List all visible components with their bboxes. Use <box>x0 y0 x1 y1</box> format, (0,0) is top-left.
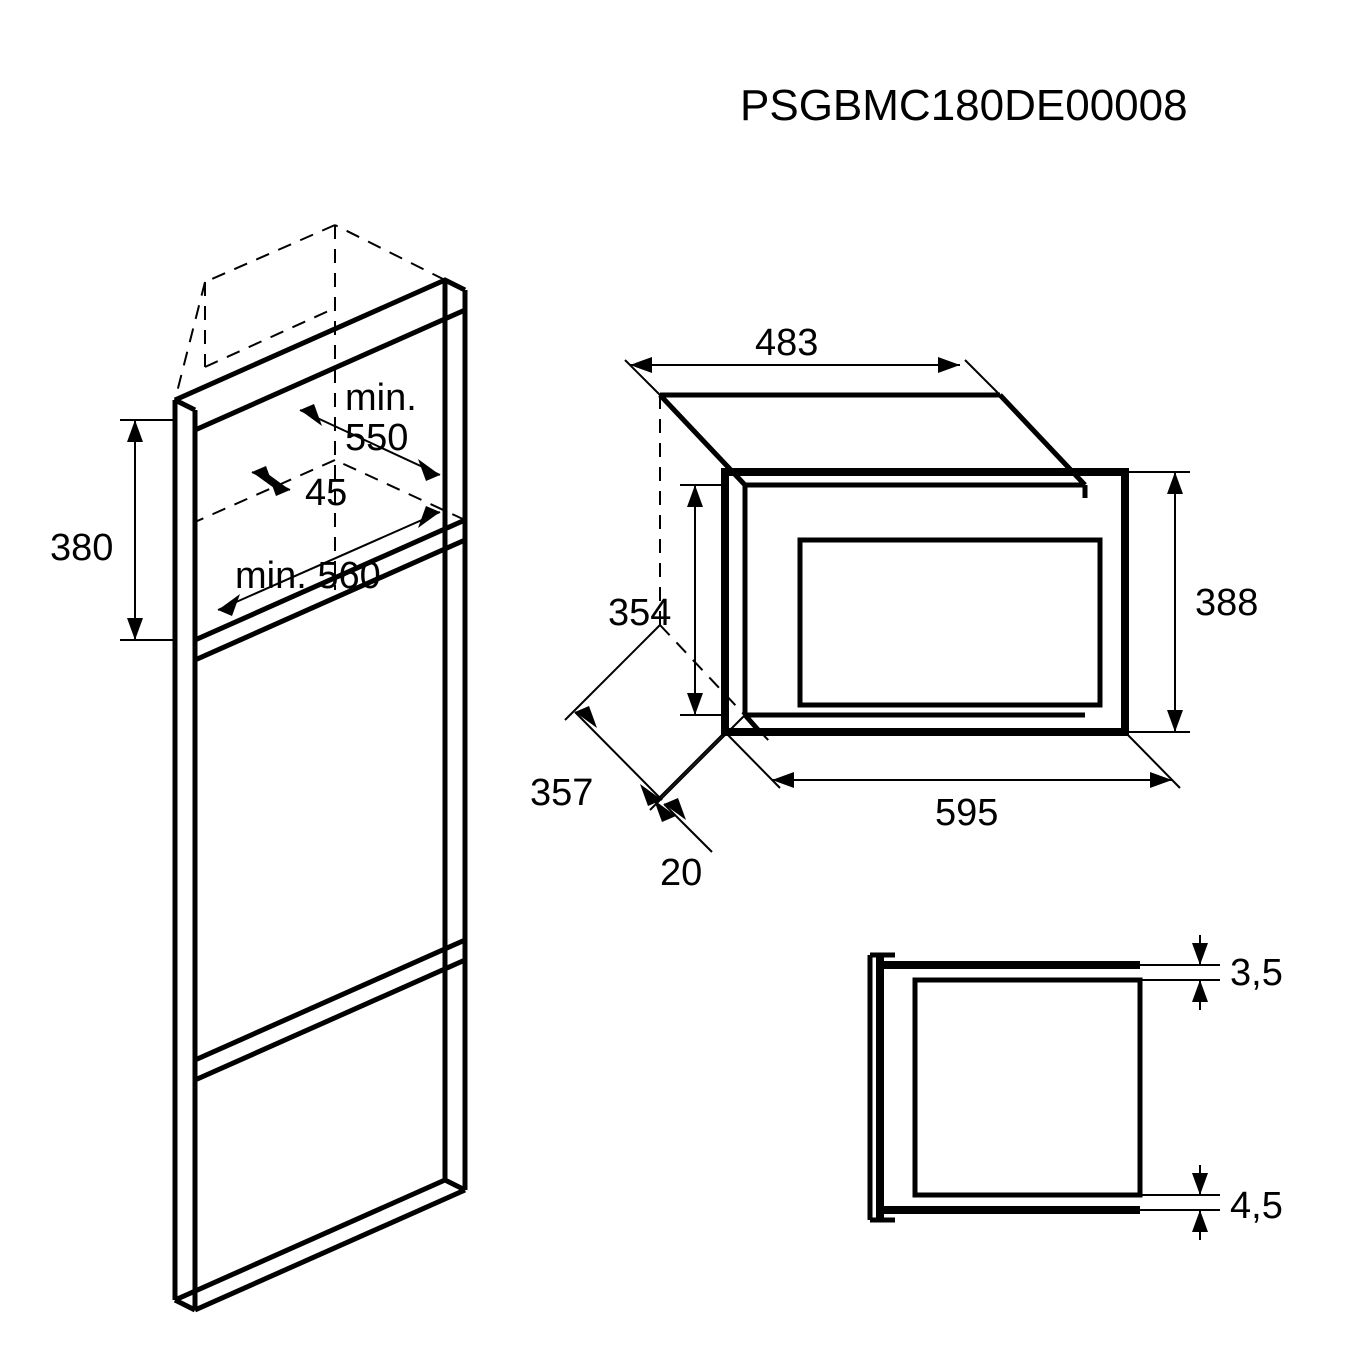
drawing-title: PSGBMC180DE00008 <box>740 81 1188 130</box>
dim-niche-height: 380 <box>50 527 113 569</box>
dim-front-gap: 45 <box>305 472 347 514</box>
dim-front-width: 595 <box>935 792 998 834</box>
dim-gap-top: 3,5 <box>1230 952 1283 994</box>
appliance-drawing: 483 354 388 357 20 595 <box>530 322 1258 894</box>
technical-drawing: PSGBMC180DE00008 <box>0 0 1363 1363</box>
cabinet-drawing: 380 min. 550 45 min. 560 <box>50 225 465 1310</box>
dim-width-min: min. 560 <box>235 555 381 597</box>
dim-front-offset: 20 <box>660 852 702 894</box>
dim-top-width: 483 <box>755 322 818 364</box>
detail-drawing: 3,5 4,5 <box>870 935 1283 1240</box>
dim-depth-min-1: min. <box>345 377 417 419</box>
dim-inner-height: 354 <box>608 592 671 634</box>
dim-depth-min-2: 550 <box>345 417 408 459</box>
dim-outer-height: 388 <box>1195 582 1258 624</box>
dim-gap-bottom: 4,5 <box>1230 1185 1283 1227</box>
dim-depth: 357 <box>530 772 593 814</box>
